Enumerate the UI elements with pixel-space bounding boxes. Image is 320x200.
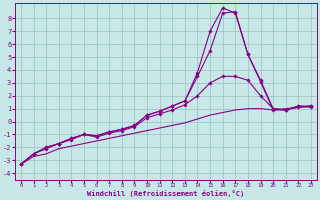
X-axis label: Windchill (Refroidissement éolien,°C): Windchill (Refroidissement éolien,°C) [87, 190, 244, 197]
